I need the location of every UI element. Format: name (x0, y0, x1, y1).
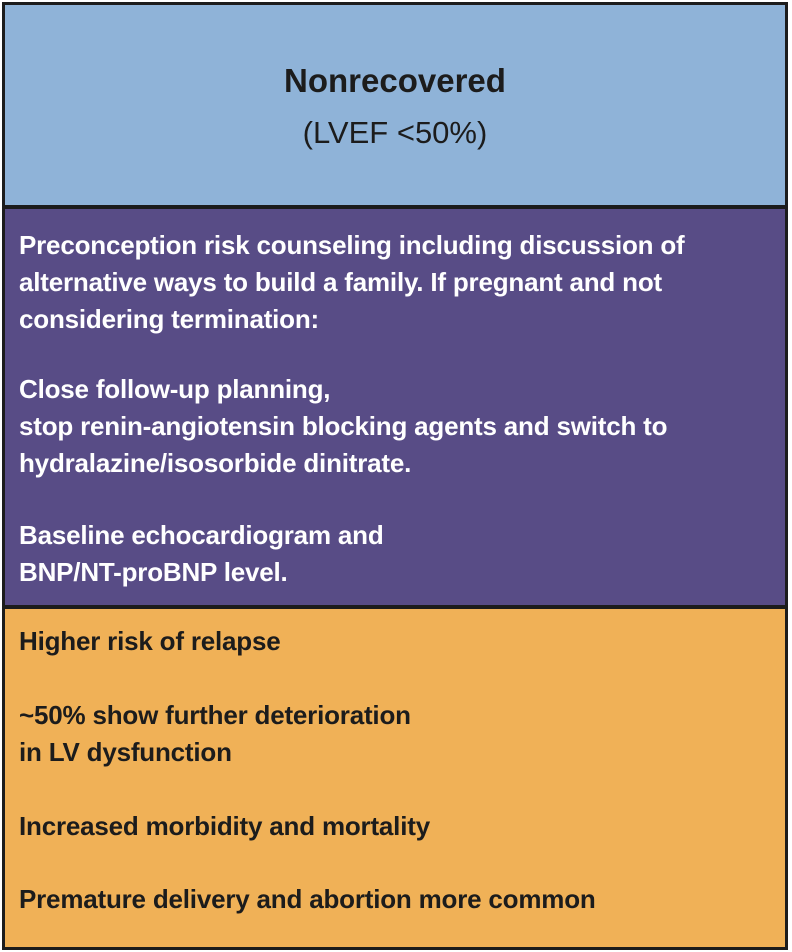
outcome-item: Premature delivery and abortion more com… (19, 884, 596, 914)
outcome-item: ~50% show further deterioration in LV dy… (19, 700, 411, 767)
header-subtitle: (LVEF <50%) (302, 115, 488, 150)
outcome-item: Higher risk of relapse (19, 626, 281, 656)
counseling-text: Preconception risk counseling including … (19, 230, 685, 334)
header-title: Nonrecovered (284, 62, 506, 99)
outcomes-box: Higher risk of relapse ~50% show further… (2, 606, 788, 950)
baseline-text: Baseline echocardiogram and BNP/NT-proBN… (19, 520, 384, 587)
outcome-item: Increased morbidity and mortality (19, 811, 430, 841)
management-box: Preconception risk counseling including … (2, 206, 788, 608)
header-box: Nonrecovered (LVEF <50%) (2, 2, 788, 208)
follow-up-text: Close follow-up planning, stop renin-ang… (19, 374, 668, 478)
